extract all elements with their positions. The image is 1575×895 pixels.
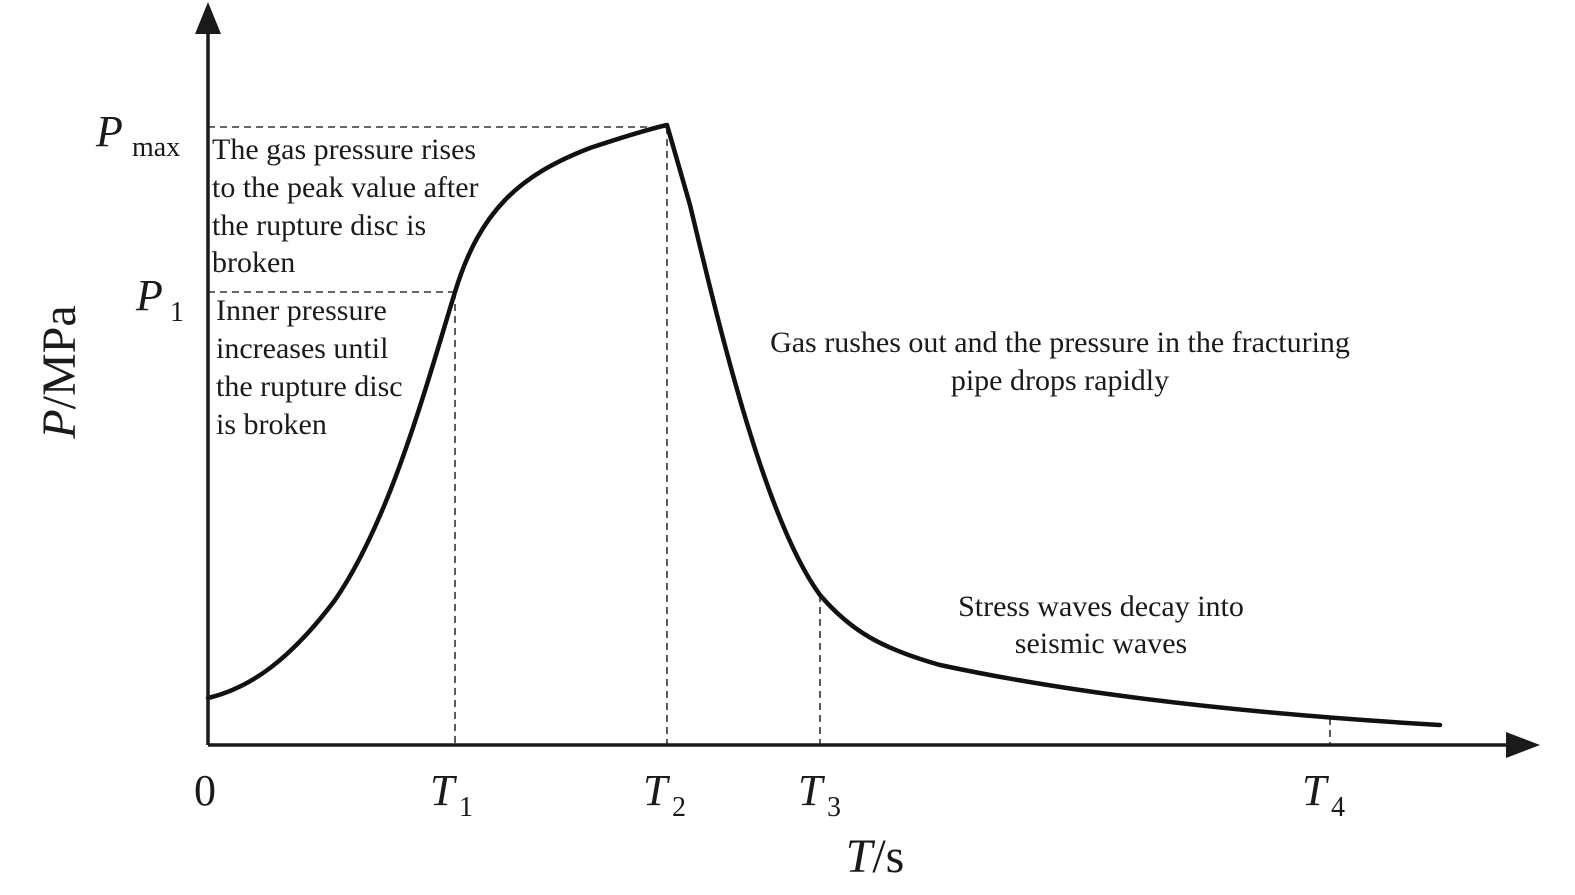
- annotation-peak-rise: The gas pressure rises to the peak value…: [212, 133, 479, 279]
- svg-text:Inner pressure: Inner pressure: [216, 294, 387, 327]
- y-axis-label: P/MPa: [33, 305, 86, 439]
- origin-label: 0: [194, 766, 216, 815]
- svg-text:increases until: increases until: [216, 332, 388, 365]
- svg-text:1: 1: [170, 297, 184, 328]
- svg-text:seismic waves: seismic waves: [1015, 627, 1187, 660]
- annotation-gas-rush: Gas rushes out and the pressure in the f…: [770, 326, 1350, 397]
- x-tick-t4: T 4: [1302, 766, 1345, 823]
- svg-text:pipe drops rapidly: pipe drops rapidly: [951, 364, 1169, 397]
- svg-text:max: max: [132, 132, 180, 163]
- svg-text:P: P: [95, 107, 123, 156]
- svg-text:T: T: [643, 766, 671, 815]
- svg-text:Stress waves decay into: Stress waves decay into: [958, 590, 1244, 623]
- x-tick-t1: T 1: [430, 766, 473, 823]
- svg-text:2: 2: [672, 792, 686, 823]
- y-axis-arrow: [195, 2, 221, 34]
- svg-text:broken: broken: [212, 246, 295, 279]
- svg-text:Gas rushes out and the pressur: Gas rushes out and the pressure in the f…: [770, 326, 1350, 359]
- x-axis-arrow: [1506, 732, 1540, 758]
- svg-text:4: 4: [1331, 792, 1345, 823]
- svg-text:T: T: [430, 766, 458, 815]
- x-tick-t2: T 2: [643, 766, 686, 823]
- y-tick-pmax: P max: [95, 107, 180, 163]
- x-tick-t3: T 3: [798, 766, 841, 823]
- guide-lines: [208, 126, 1331, 745]
- svg-text:the rupture disc is: the rupture disc is: [212, 209, 426, 242]
- svg-text:T: T: [798, 766, 826, 815]
- svg-text:1: 1: [459, 792, 473, 823]
- svg-text:T: T: [1302, 766, 1330, 815]
- annotation-inner-pressure: Inner pressure increases until the ruptu…: [216, 294, 403, 441]
- annotation-stress-waves: Stress waves decay into seismic waves: [958, 590, 1244, 660]
- x-axis-label: T/s: [846, 830, 905, 883]
- pressure-curve: [205, 122, 1443, 728]
- y-tick-p1: P 1: [135, 271, 184, 328]
- svg-text:3: 3: [827, 792, 841, 823]
- svg-text:to the peak value after: to the peak value after: [212, 171, 479, 204]
- axes: [195, 2, 1540, 758]
- svg-text:The gas pressure rises: The gas pressure rises: [212, 133, 476, 166]
- svg-text:the rupture disc: the rupture disc: [216, 370, 403, 403]
- svg-text:is broken: is broken: [216, 408, 327, 441]
- svg-text:P: P: [135, 271, 163, 320]
